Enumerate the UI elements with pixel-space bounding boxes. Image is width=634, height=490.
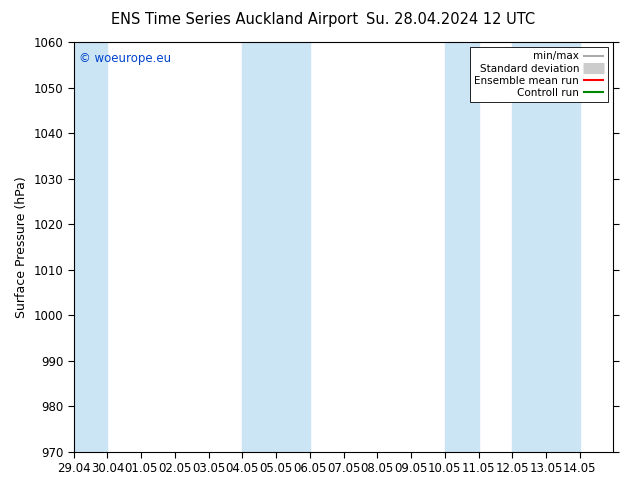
- Text: © woeurope.eu: © woeurope.eu: [79, 52, 171, 65]
- Legend: min/max, Standard deviation, Ensemble mean run, Controll run: min/max, Standard deviation, Ensemble me…: [470, 47, 608, 102]
- Bar: [242, 42, 310, 452]
- Text: Su. 28.04.2024 12 UTC: Su. 28.04.2024 12 UTC: [366, 12, 534, 27]
- Text: ENS Time Series Auckland Airport: ENS Time Series Auckland Airport: [111, 12, 358, 27]
- Bar: [445, 42, 479, 452]
- Bar: [512, 42, 579, 452]
- Y-axis label: Surface Pressure (hPa): Surface Pressure (hPa): [15, 176, 28, 318]
- Bar: [74, 42, 107, 452]
